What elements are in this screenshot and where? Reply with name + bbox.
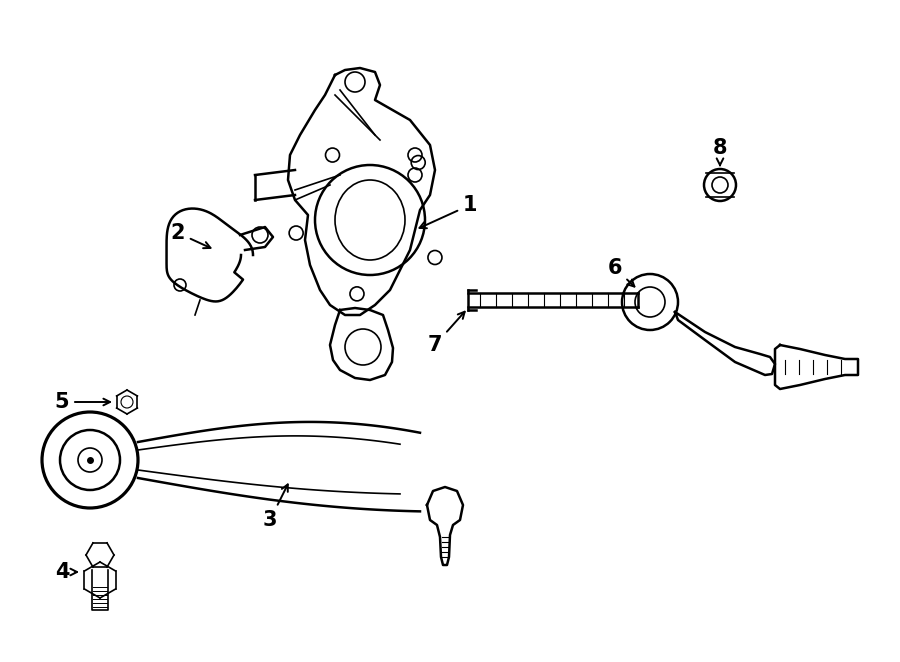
Text: 2: 2 — [171, 223, 211, 248]
Text: 8: 8 — [713, 138, 727, 165]
Text: 6: 6 — [608, 258, 634, 287]
Text: 4: 4 — [55, 562, 77, 582]
Text: 3: 3 — [263, 485, 288, 530]
Text: 1: 1 — [419, 195, 477, 228]
Text: 5: 5 — [55, 392, 110, 412]
Text: 7: 7 — [428, 312, 464, 355]
